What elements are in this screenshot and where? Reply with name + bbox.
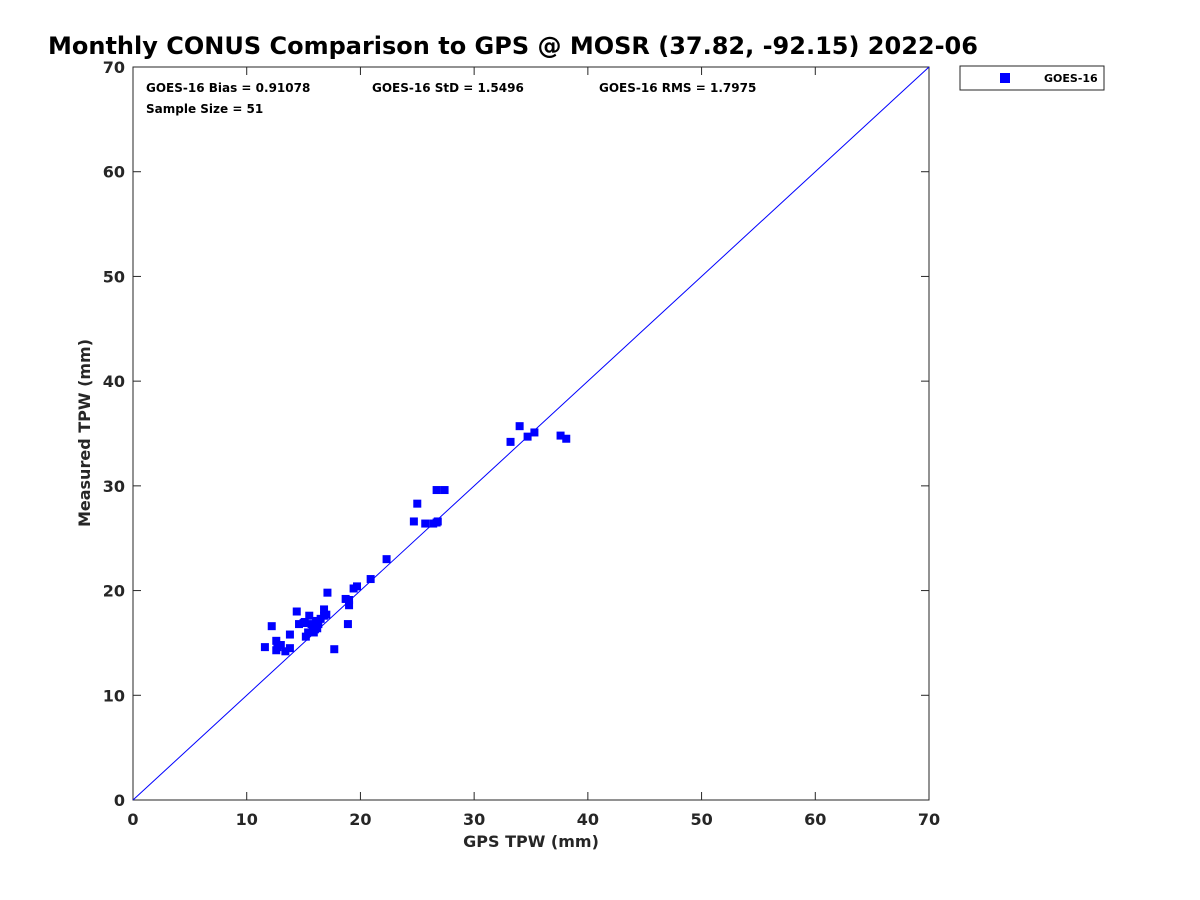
y-tick-label: 0 <box>114 791 125 810</box>
x-tick-label: 0 <box>127 810 138 829</box>
y-axis: 0 10 20 30 40 50 60 70 <box>103 58 929 810</box>
chart-title: Monthly CONUS Comparison to GPS @ MOSR (… <box>48 32 978 60</box>
y-tick-label: 30 <box>103 477 125 496</box>
y-axis-label: Measured TPW (mm) <box>75 339 94 527</box>
y-tick-label: 10 <box>103 686 125 705</box>
x-tick-label: 30 <box>463 810 485 829</box>
data-point <box>281 647 290 656</box>
data-point <box>267 622 276 631</box>
data-point <box>343 620 352 629</box>
data-point <box>515 422 524 431</box>
y-tick-label: 50 <box>103 267 125 286</box>
y-tick-label: 20 <box>103 582 125 601</box>
legend-marker-goes16 <box>1000 73 1010 83</box>
data-point <box>330 645 339 654</box>
data-point <box>273 643 282 652</box>
scatter-series-goes16 <box>260 422 571 656</box>
data-point <box>323 588 332 597</box>
data-point <box>314 620 323 629</box>
data-point <box>295 620 304 629</box>
data-point <box>562 434 571 443</box>
x-tick-label: 70 <box>918 810 940 829</box>
x-tick-label: 40 <box>577 810 599 829</box>
x-tick-label: 20 <box>349 810 371 829</box>
data-point <box>440 486 449 495</box>
y-tick-label: 40 <box>103 372 125 391</box>
x-tick-label: 10 <box>236 810 258 829</box>
data-point <box>382 555 391 564</box>
data-point <box>433 517 442 526</box>
data-point <box>292 607 301 616</box>
data-point <box>285 644 294 653</box>
y-tick-label: 70 <box>103 58 125 77</box>
std-stat-label: GOES-16 StD = 1.5496 <box>372 81 524 95</box>
data-point <box>285 630 294 639</box>
data-point <box>304 628 313 637</box>
plot-area <box>132 66 930 801</box>
bias-stat-label: GOES-16 Bias = 0.91078 <box>146 81 310 95</box>
data-point <box>299 619 308 628</box>
data-point <box>313 624 322 633</box>
data-point <box>322 610 331 619</box>
data-point <box>523 432 532 441</box>
data-point <box>308 622 317 631</box>
data-point <box>353 582 362 591</box>
y-tick-label: 60 <box>103 163 125 182</box>
data-point <box>345 595 354 604</box>
x-tick-label: 60 <box>804 810 826 829</box>
sample-size-label: Sample Size = 51 <box>146 102 263 116</box>
data-point <box>556 431 565 440</box>
data-point <box>413 499 422 508</box>
data-point <box>530 428 539 437</box>
data-point <box>421 519 430 528</box>
data-point <box>345 601 354 610</box>
data-point <box>305 611 314 620</box>
rms-stat-label: GOES-16 RMS = 1.7975 <box>599 81 756 95</box>
x-axis: 0 10 20 30 40 50 60 70 <box>127 67 940 829</box>
data-point <box>272 636 281 645</box>
data-point <box>432 486 441 495</box>
legend: GOES-16 <box>959 65 1105 91</box>
data-point <box>366 575 375 584</box>
data-point <box>506 437 515 446</box>
data-point <box>301 632 310 641</box>
data-point <box>320 605 329 614</box>
legend-box <box>959 65 1105 91</box>
data-point <box>260 643 269 652</box>
data-point <box>409 517 418 526</box>
legend-label-goes16: GOES-16 <box>1044 72 1098 85</box>
x-tick-label: 50 <box>690 810 712 829</box>
x-axis-label: GPS TPW (mm) <box>463 832 599 851</box>
